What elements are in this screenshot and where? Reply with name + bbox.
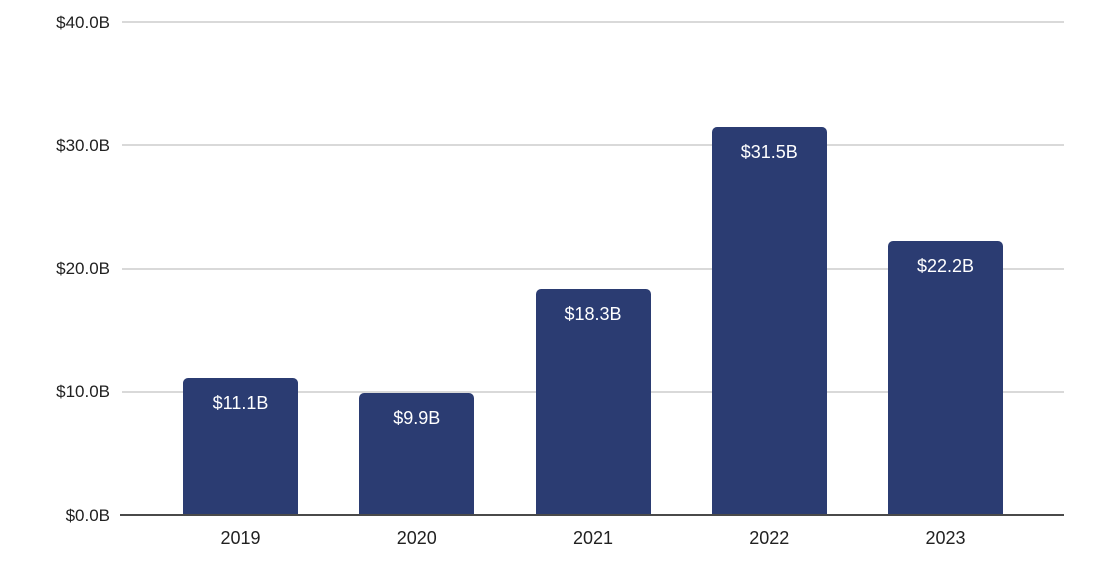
bar-2021: [535, 289, 651, 514]
horizontal-gridline: [122, 21, 1064, 23]
bar-value-label: $22.2B: [916, 256, 975, 277]
bar-2020: [359, 392, 475, 514]
bar-value-label: $11.1B: [212, 393, 269, 414]
y-axis-tick-label: $20.0B: [56, 259, 110, 278]
horizontal-gridline: [122, 267, 1064, 270]
x-axis-tick-label: 2021: [572, 528, 614, 548]
y-axis-tick-label: $10.0B: [56, 382, 110, 402]
bar-2019: [183, 378, 298, 514]
x-axis-tick-label: 2019: [220, 528, 261, 548]
x-axis-tick-label: 2022: [749, 528, 790, 548]
bar-2023: [888, 241, 1003, 514]
y-axis-tick-label: $0.0B: [65, 505, 110, 525]
bar-value-label: $31.5B: [740, 141, 798, 162]
bar-value-label: $9.9B: [393, 407, 441, 428]
bar-2022: [711, 126, 827, 514]
y-axis-tick-label: $40.0B: [56, 12, 110, 32]
x-axis-tick-label: 2020: [396, 528, 437, 548]
y-axis-tick-label: $30.0B: [56, 135, 110, 155]
horizontal-gridline: [122, 144, 1064, 147]
bar-value-label: $18.3B: [564, 304, 622, 325]
x-axis-tick-label: 2023: [925, 528, 966, 548]
x-axis-line: [120, 514, 1064, 516]
